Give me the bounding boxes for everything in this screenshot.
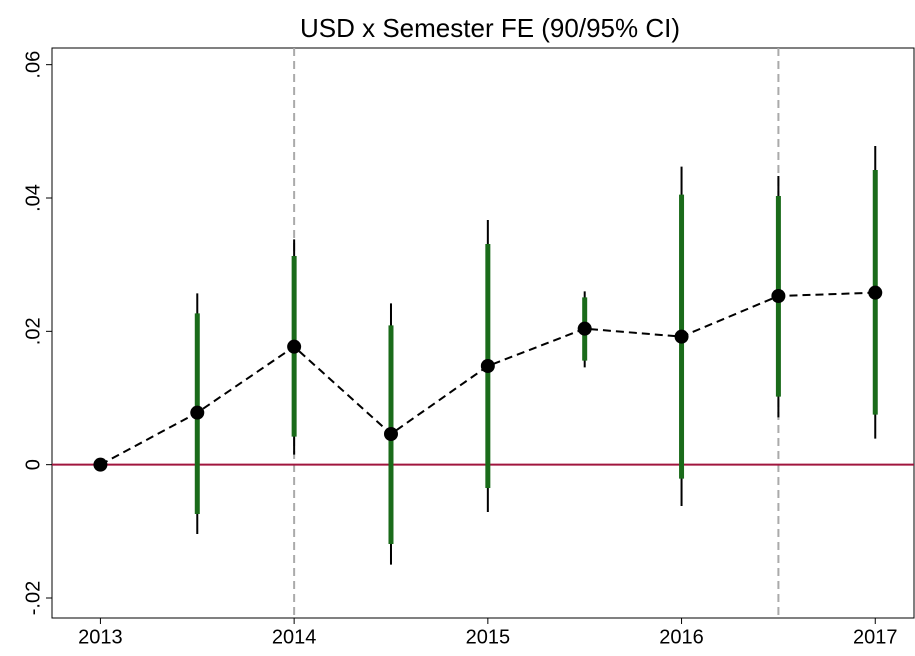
x-tick-label: 2017	[853, 626, 898, 648]
chart-title: USD x Semester FE (90/95% CI)	[300, 13, 680, 43]
estimate-point	[93, 457, 108, 472]
y-tick-label: .04	[22, 184, 44, 212]
y-tick-label: .02	[22, 317, 44, 345]
x-tick-label: 2016	[659, 626, 704, 648]
estimate-point	[674, 329, 689, 344]
x-tick-label: 2014	[272, 626, 317, 648]
estimate-point	[771, 289, 786, 303]
x-tick-label: 2015	[466, 626, 511, 648]
estimate-point	[383, 427, 398, 441]
y-tick-label: .06	[22, 51, 44, 79]
plot-frame	[51, 47, 915, 619]
estimate-point	[287, 339, 302, 354]
estimate-point	[480, 359, 495, 373]
y-tick-label: -.02	[22, 581, 44, 615]
x-tick-label: 2013	[78, 626, 123, 648]
estimate-point	[868, 285, 883, 300]
y-tick-label: 0	[22, 459, 44, 470]
estimate-point	[190, 405, 205, 420]
estimate-point	[577, 321, 592, 336]
